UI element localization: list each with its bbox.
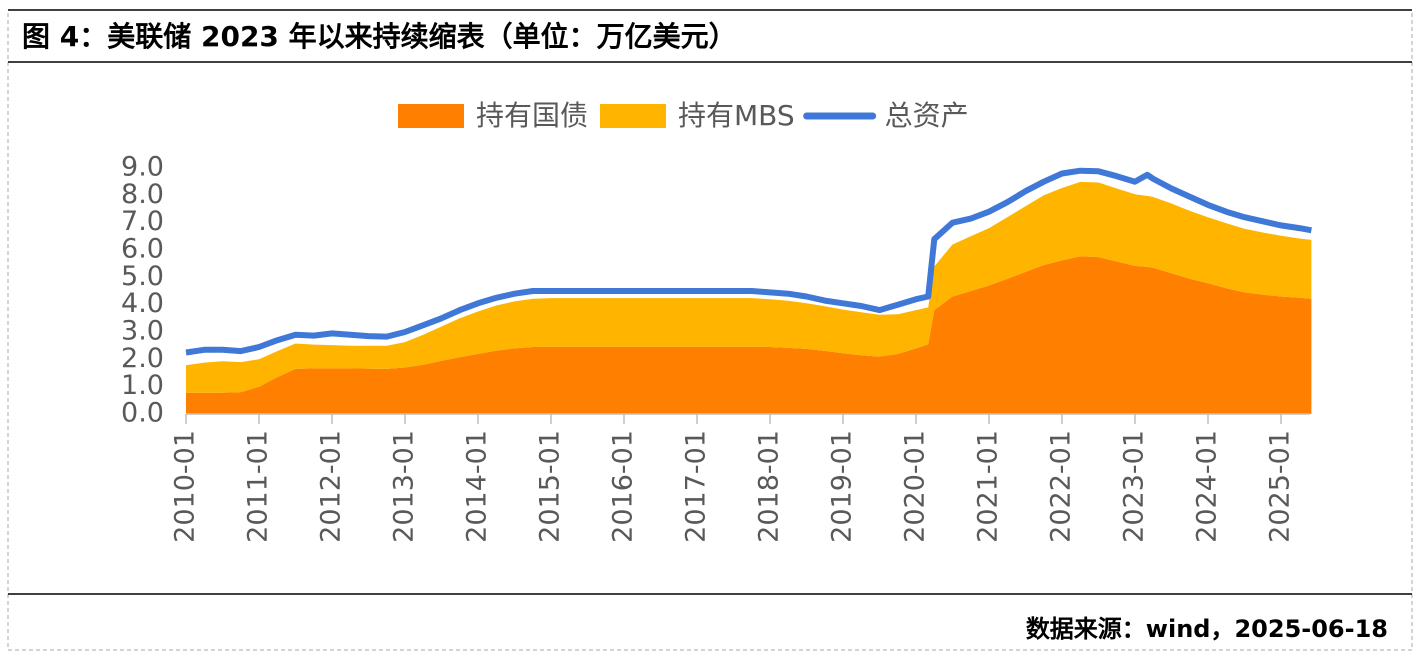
x-tick-label: 2013-01	[389, 430, 420, 543]
y-tick-label: 9.0	[121, 152, 164, 183]
x-tick-label: 2011-01	[243, 430, 274, 543]
y-tick-label: 6.0	[121, 234, 164, 265]
x-tick-label: 2014-01	[462, 430, 493, 543]
x-tick-label: 2015-01	[535, 430, 566, 543]
line	[185, 167, 1312, 356]
x-tick-label: 2020-01	[900, 430, 931, 543]
y-tick-label: 8.0	[121, 179, 164, 210]
legend-label: 总资产	[885, 99, 969, 132]
area	[186, 181, 1312, 393]
x-tick-label: 2016-01	[608, 430, 639, 543]
legend-label: 持有国债	[476, 99, 588, 132]
x-tick-label: 2018-01	[754, 430, 785, 543]
x-tick-label: 2022-01	[1046, 430, 1077, 543]
y-tick-label: 0.0	[121, 398, 164, 429]
y-tick-label: 3.0	[121, 316, 164, 347]
legend-swatch	[398, 104, 464, 128]
x-tick-label: 2021-01	[973, 430, 1004, 543]
legend-label: 持有MBS	[678, 99, 795, 132]
area	[186, 256, 1312, 414]
x-tick-label: 2023-01	[1119, 430, 1150, 543]
legend-swatch	[600, 104, 667, 128]
chart-title: 图 4：美联储 2023 年以来持续缩表（单位：万亿美元）	[22, 20, 737, 53]
y-tick-label: 5.0	[121, 261, 164, 292]
y-tick-label: 1.0	[121, 370, 164, 401]
x-tick-label: 2017-01	[681, 430, 712, 543]
x-tick-label: 2025-01	[1265, 430, 1296, 543]
y-tick-label: 2.0	[121, 343, 164, 374]
x-tick-label: 2019-01	[827, 430, 858, 543]
source-note: 数据来源：wind，2025-06-18	[1026, 615, 1388, 643]
x-tick-label: 2010-01	[170, 430, 201, 543]
y-tick-label: 7.0	[121, 206, 164, 237]
x-tick-label: 2012-01	[316, 430, 347, 543]
y-tick-label: 4.0	[121, 288, 164, 319]
x-tick-label: 2024-01	[1192, 430, 1223, 543]
